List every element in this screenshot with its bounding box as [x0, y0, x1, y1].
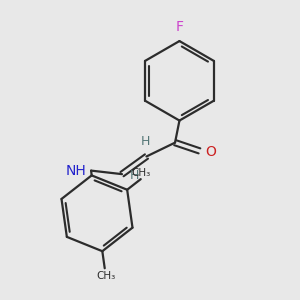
Text: H: H	[140, 135, 150, 148]
Text: O: O	[206, 146, 216, 159]
Text: F: F	[176, 20, 183, 34]
Text: CH₃: CH₃	[97, 271, 116, 281]
Text: CH₃: CH₃	[131, 168, 150, 178]
Text: H: H	[129, 169, 139, 182]
Text: NH: NH	[66, 164, 87, 178]
